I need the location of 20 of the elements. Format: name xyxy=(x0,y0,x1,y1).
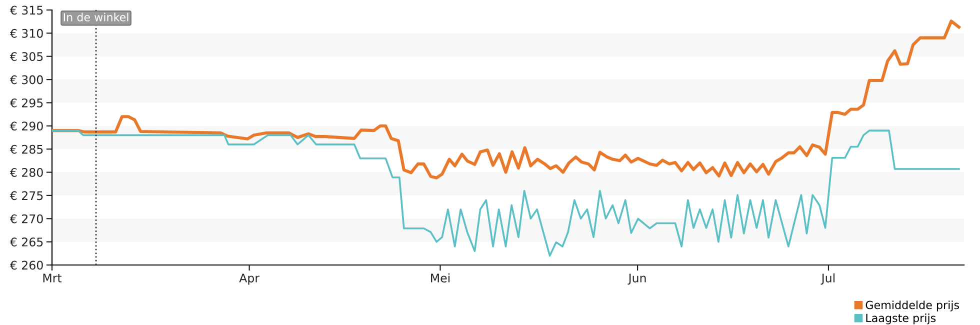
x-tick-label: Apr xyxy=(239,274,260,285)
y-tick-label: € 310 xyxy=(10,28,43,38)
ref-line-label: In de winkel xyxy=(64,12,128,22)
y-tick-label: € 290 xyxy=(10,122,43,131)
legend-label: Gemiddelde prijs xyxy=(866,300,960,312)
y-tick-label: € 270 xyxy=(10,214,43,224)
y-tick-label: € 265 xyxy=(10,238,43,246)
x-tick-label: Jul xyxy=(820,273,834,285)
x-tick-label: Jun xyxy=(628,274,646,285)
y-tick-label: € 280 xyxy=(10,168,43,177)
y-tick-label: € 260 xyxy=(10,260,43,270)
y-tick-label: € 300 xyxy=(10,75,43,84)
legend-label: Laagste prijs xyxy=(866,314,936,324)
y-tick-label: € 295 xyxy=(10,98,43,108)
y-tick-label: € 315 xyxy=(10,6,43,15)
y-tick-label: € 275 xyxy=(10,191,43,200)
y-tick-label: € 305 xyxy=(10,52,43,62)
x-tick-label: Mrt xyxy=(43,274,62,282)
y-tick-label: € 285 xyxy=(10,144,43,154)
x-tick-label: Mei xyxy=(431,273,450,282)
